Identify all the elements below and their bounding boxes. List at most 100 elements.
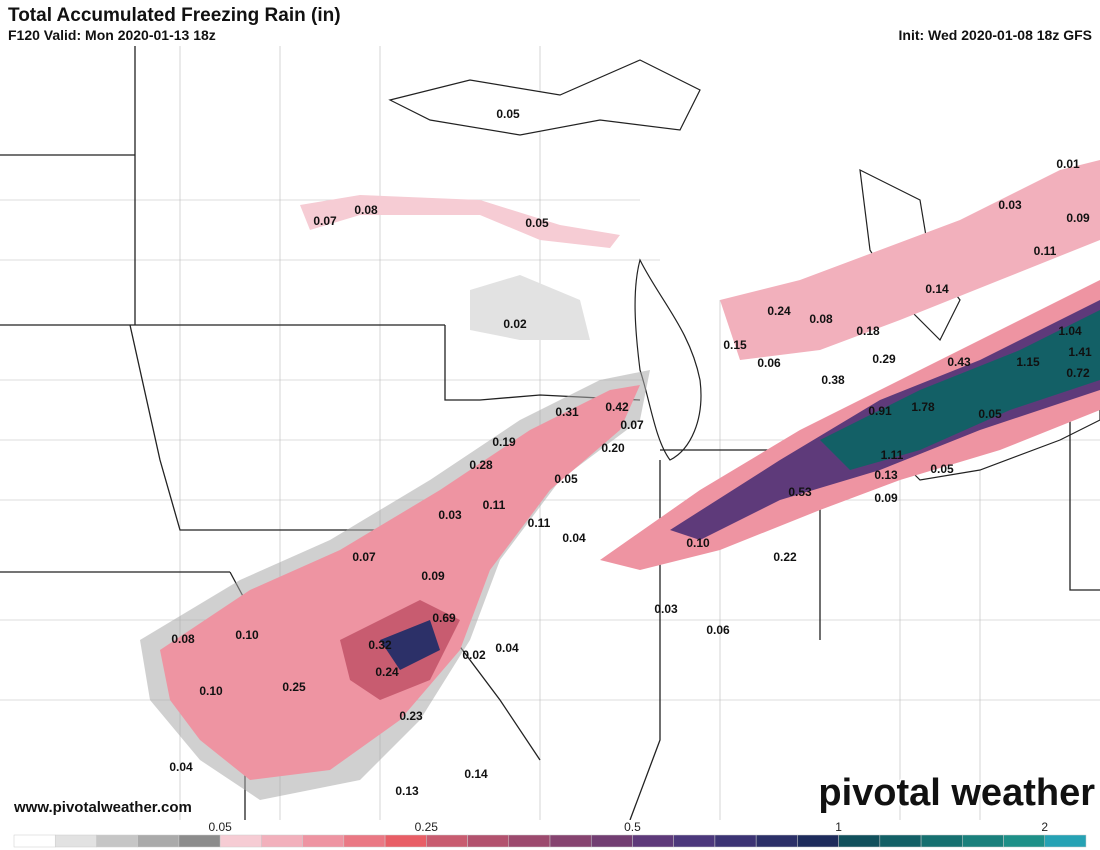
value-label: 0.03 — [438, 508, 462, 522]
value-label: 0.14 — [464, 767, 488, 781]
lake-superior — [388, 59, 701, 136]
value-label: 0.06 — [706, 623, 730, 637]
value-label: 0.01 — [1056, 157, 1080, 171]
colorbar-swatch — [137, 834, 180, 848]
value-label: 1.41 — [1068, 345, 1092, 359]
value-label: 0.06 — [757, 356, 781, 370]
value-label: 0.04 — [169, 760, 193, 774]
value-label: 1.11 — [881, 448, 904, 462]
colorbar-swatch — [673, 834, 716, 848]
value-label: 0.28 — [469, 458, 493, 472]
swath-teal-east — [820, 310, 1100, 470]
website: www.pivotalweather.com — [13, 799, 192, 816]
lake-michigan — [634, 258, 702, 461]
value-labels: 0.05 0.07 0.08 0.05 0.02 0.01 0.03 0.09 0.11 0.14… — [169, 107, 1092, 798]
value-label: 0.11 — [528, 516, 551, 530]
colorbar-swatch — [1044, 834, 1087, 848]
colorbar-swatch — [962, 834, 1004, 848]
value-label: 0.08 — [809, 312, 833, 326]
colorbar-tick-label: 0.05 — [208, 820, 232, 834]
value-label: 0.07 — [313, 214, 337, 228]
colorbar-swatch — [590, 834, 633, 848]
value-label: 0.08 — [354, 203, 378, 217]
value-label: 0.69 — [432, 611, 456, 625]
value-label: 0.02 — [462, 648, 486, 662]
value-label: 0.07 — [620, 418, 644, 432]
value-label: 1.78 — [911, 400, 935, 414]
freezing-rain-swaths — [140, 160, 1100, 800]
colorbar-swatch — [13, 834, 56, 848]
valid-time: F120 Valid: Mon 2020-01-13 18z — [8, 27, 216, 43]
swath-navy-west — [380, 620, 440, 670]
colorbar-swatch — [920, 834, 963, 848]
value-label: 0.42 — [605, 400, 629, 414]
colorbar-tick-label: 0.5 — [624, 820, 641, 834]
colorbar-swatch — [714, 834, 757, 848]
value-label: 0.05 — [554, 472, 578, 486]
value-label: 0.38 — [821, 373, 845, 387]
colorbar-swatch — [508, 834, 551, 848]
value-label: 0.02 — [503, 317, 527, 331]
value-label: 0.09 — [1066, 211, 1090, 225]
value-label: 0.04 — [495, 641, 519, 655]
value-label: 0.31 — [555, 405, 579, 419]
swath-pink-north — [720, 160, 1100, 360]
colorbar-swatch — [384, 834, 427, 848]
value-label: 0.13 — [395, 784, 419, 798]
colorbar-swatch — [343, 834, 386, 848]
value-label: 0.05 — [496, 107, 520, 121]
title: Total Accumulated Freezing Rain (in) — [8, 5, 341, 26]
value-label: 0.18 — [856, 324, 880, 338]
value-label: 0.22 — [773, 550, 797, 564]
colorbar-swatch — [797, 834, 839, 848]
colorbar-swatch — [879, 834, 922, 848]
swath-gray-wi — [470, 275, 590, 340]
value-label: 0.24 — [375, 665, 399, 679]
value-label: 0.14 — [925, 282, 949, 296]
value-label: 0.15 — [723, 338, 747, 352]
colorbar-swatch — [54, 834, 97, 848]
value-label: 0.72 — [1066, 366, 1090, 380]
swath-pink-west — [160, 385, 640, 780]
colorbar-swatch — [178, 834, 221, 848]
colorbar-swatch — [632, 834, 674, 848]
value-label: 0.10 — [235, 628, 259, 642]
colorbar-swatch — [467, 834, 510, 848]
value-label: 0.09 — [874, 491, 898, 505]
colorbar-tick-label: 0.25 — [415, 820, 439, 834]
colorbar-swatch — [261, 834, 303, 848]
value-label: 0.29 — [872, 352, 896, 366]
value-label: 0.05 — [978, 407, 1002, 421]
value-label: 0.03 — [654, 602, 678, 616]
value-label: 0.03 — [998, 198, 1022, 212]
value-label: 0.11 — [1034, 244, 1057, 258]
value-label: 0.10 — [199, 684, 223, 698]
colorbar-swatch — [1003, 834, 1046, 848]
value-label: 0.24 — [767, 304, 791, 318]
value-label: 0.43 — [947, 355, 971, 369]
colorbar-swatch — [755, 834, 798, 848]
value-label: 0.91 — [868, 404, 892, 418]
value-label: 0.04 — [562, 531, 586, 545]
value-label: 0.11 — [483, 498, 506, 512]
value-label: 0.05 — [930, 462, 954, 476]
colorbar: 0.05 0.25 0.5 1 2 — [13, 820, 1087, 848]
swath-pink-wi — [300, 195, 620, 248]
value-label: 0.08 — [171, 632, 195, 646]
colorbar-tick-label: 1 — [835, 820, 842, 834]
colorbar-swatch — [219, 834, 262, 848]
colorbar-swatch — [302, 834, 345, 848]
value-label: 0.13 — [874, 468, 898, 482]
value-label: 1.15 — [1016, 355, 1040, 369]
value-label: 0.19 — [492, 435, 516, 449]
value-label: 0.32 — [368, 638, 392, 652]
init-time: Init: Wed 2020-01-08 18z GFS — [899, 27, 1092, 43]
value-label: 1.04 — [1058, 324, 1082, 338]
value-label: 0.20 — [601, 441, 625, 455]
value-label: 0.53 — [788, 485, 812, 499]
value-label: 0.25 — [282, 680, 306, 694]
colorbar-swatch — [96, 834, 138, 848]
header-band — [0, 0, 1100, 46]
colorbar-swatch — [838, 834, 881, 848]
